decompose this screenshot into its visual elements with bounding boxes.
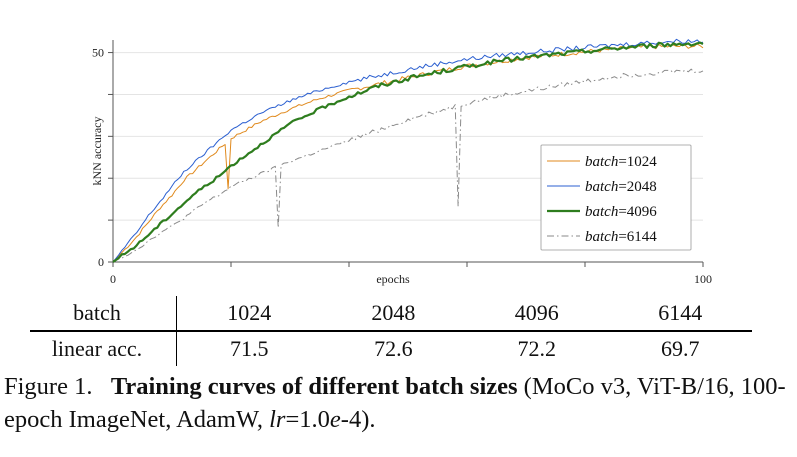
table-header-row: batch 1024 2048 4096 6144	[30, 296, 752, 332]
table-row: linear acc. 71.5 72.6 72.2 69.7	[30, 331, 752, 366]
value-4096: 72.2	[517, 336, 557, 361]
series-line-2048	[112, 38, 704, 263]
col-6144: 6144	[608, 296, 752, 332]
series-line-6144	[112, 68, 704, 263]
x-tick-label: 100	[694, 272, 712, 286]
caption-lr-exp: -4).	[340, 406, 376, 433]
y-axis-label: kNN accuracy	[90, 117, 104, 186]
caption-lr-e: e	[329, 406, 341, 433]
caption-title: Training curves of different batch sizes	[110, 373, 518, 400]
value-6144: 69.7	[661, 336, 700, 361]
x-axis-label: epochs	[376, 272, 410, 286]
x-tick-label: 0	[110, 272, 116, 286]
value-2048: 72.6	[374, 336, 413, 361]
value-1024: 71.5	[230, 336, 269, 361]
y-tick-label: 50	[92, 46, 104, 60]
axis-ticks: 0 50 0 100	[92, 46, 712, 286]
caption-text: (MoCo v3, ViT-B/16, 100-epoch ImageNet, …	[4, 373, 786, 433]
col-2048: 2048	[321, 296, 466, 332]
legend-box	[540, 144, 692, 251]
caption-lr-eq: =1.0	[285, 406, 330, 433]
results-table: batch 1024 2048 4096 6144 linear acc. 71…	[30, 296, 752, 366]
legend-label: batch=4096	[585, 204, 657, 220]
series-layer	[112, 38, 704, 263]
row-label: linear acc.	[30, 331, 177, 366]
caption-lr: lr	[269, 406, 286, 433]
series-line-4096	[112, 41, 704, 263]
caption-prefix: Figure 1.	[4, 373, 93, 400]
header-label: batch	[30, 296, 177, 332]
legend-label: batch=6144	[585, 229, 657, 245]
legend-label: batch=1024	[585, 154, 657, 170]
col-1024: 1024	[176, 296, 322, 332]
y-tick-label: 0	[98, 255, 104, 269]
legend: batch=1024 batch=2048 batch=4096 batch=6144	[540, 144, 692, 251]
figure-caption: Figure 1. Training curves of different b…	[4, 370, 796, 436]
col-4096: 4096	[465, 296, 609, 332]
legend-label: batch=2048	[585, 179, 657, 195]
